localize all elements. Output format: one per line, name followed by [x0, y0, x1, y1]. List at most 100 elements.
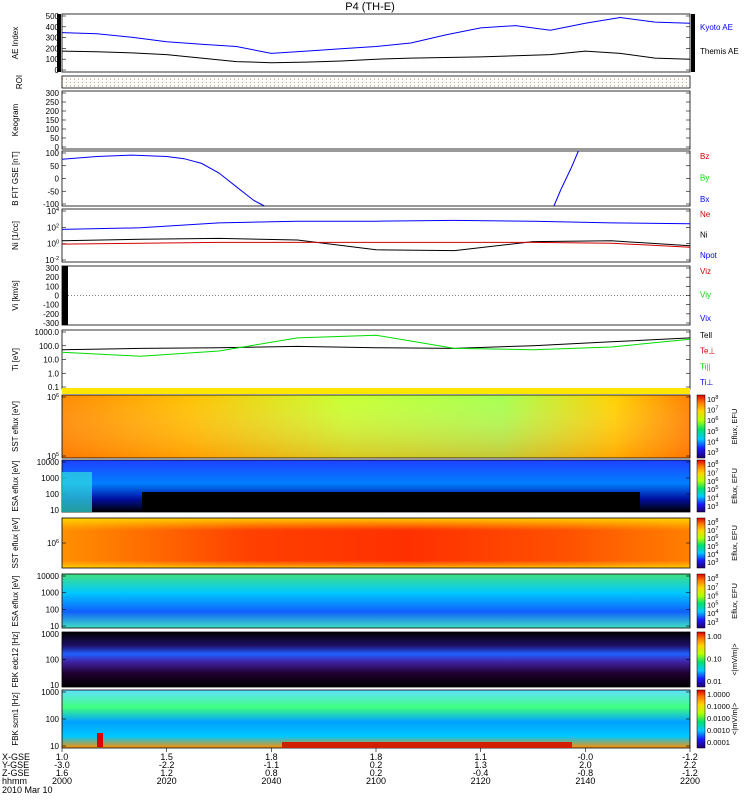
bfit-ytick-label: 0: [55, 175, 60, 184]
keogram-ylabel: Keogram: [11, 103, 20, 136]
vi-plot-area: [62, 266, 690, 325]
ni-ytick-label: 102: [47, 223, 59, 232]
fbk1-ylabel: FBK edc12 [Hz]: [11, 631, 20, 687]
sst1-cbar-tick: 106: [707, 416, 718, 425]
date-label: 2010 Mar 10: [2, 785, 53, 795]
time-axis-value-y: 0.2: [370, 760, 383, 770]
vi-legend-item: Vix: [700, 314, 711, 323]
ae-ytick-label: 500: [46, 12, 60, 21]
fbk2-ytick-label: 10: [50, 742, 59, 751]
time-axis-label-t: hhmm: [2, 776, 27, 786]
sst1-ytick-label: 105: [47, 452, 59, 461]
sst1-heatmap-shade: [62, 395, 690, 458]
time-axis-value-x: 1.8: [370, 752, 383, 762]
sst1-cbar-tick: 104: [707, 437, 718, 446]
roi-frame: [61, 75, 691, 89]
bfit-ytick-label: 100: [46, 149, 60, 158]
fbk1-cbar-tick: 0.10: [707, 655, 722, 664]
figure-title: P4 (TH-E): [345, 1, 395, 13]
ni-plot-area: [62, 209, 690, 262]
ti-ytick-label: 1000.0: [35, 328, 60, 337]
esa1-ytick-label: 100: [46, 490, 60, 499]
time-axis: X-GSE Y-GSE Z-GSE hhmm 2010 Mar 10 1.0-3…: [2, 748, 700, 795]
panel-fbk2: 1.0000 0.1000 0.0100 0.0010 0.0001<|mV/m|> 10…: [11, 688, 739, 751]
ti-series-line: [61, 334, 691, 357]
sst1-cbar-tick: 108: [707, 395, 718, 404]
ti-ylabel: Ti [eV]: [11, 348, 20, 371]
keogram-ytick-label: 50: [50, 134, 59, 143]
time-axis-value-y: -1.1: [264, 760, 280, 770]
sst2-colorbar: [696, 517, 706, 569]
ti-ytick-label: 100.0: [39, 342, 60, 351]
time-axis-value-z: -0.8: [578, 768, 594, 778]
vi-ytick-label: -300: [43, 319, 60, 328]
ti-legend-item: Ti⊥: [700, 378, 713, 387]
sst2-cbar-tick: 104: [707, 550, 718, 559]
time-axis-value-t: 2100: [366, 776, 386, 786]
sst2-cbar-tick: 103: [707, 558, 718, 567]
time-axis-value-y: -2.2: [159, 760, 175, 770]
bfit-ytick-label: -50: [47, 187, 59, 196]
ti-ytick-label: 1.0: [48, 369, 60, 378]
sst1-colorbar: [696, 394, 706, 459]
esa2-heatmap: [62, 574, 690, 628]
time-axis-value-t: 2000: [52, 776, 72, 786]
ae-ytick-label: 300: [46, 34, 60, 43]
time-axis-value-x: 1.0: [56, 752, 69, 762]
fbk1-ytick-label: 100: [46, 656, 60, 665]
ae-legend-item: Kyoto AE: [700, 23, 733, 32]
fbk2-cbar-tick: 0.0001: [707, 738, 730, 747]
bfit-ytick-label: -100: [43, 200, 60, 209]
ni-ytick-label: 10-2: [45, 256, 59, 265]
time-axis-value-x: 1.8: [265, 752, 278, 762]
sst1-cbar-tick: 103: [707, 448, 718, 457]
time-axis-value-x: 1.1: [474, 752, 487, 762]
esa2-ytick-label: 1000: [41, 589, 59, 598]
ti-ytick-label: 10.0: [43, 356, 59, 365]
keogram-ytick-label: 0: [55, 143, 60, 152]
ti-series-line: [61, 337, 691, 351]
ae-legend-item: Themis AE: [700, 47, 739, 56]
esa1-ytick-label: 10000: [37, 458, 60, 467]
time-axis-value-z: 0.2: [370, 768, 383, 778]
fbk2-cbar-tick: 0.0100: [707, 714, 730, 723]
esa1-ytick-label: 10: [50, 506, 59, 515]
vi-ytick-label: 200: [46, 273, 60, 282]
bfit-series-line: [553, 150, 579, 207]
vi-ytick-label: 100: [46, 282, 60, 291]
ni-legend-item: Npot: [700, 251, 718, 260]
esa2-cbar-tick: 107: [707, 583, 718, 592]
ae-series-line: [61, 50, 691, 64]
sst2-cbar-tick: 107: [707, 526, 718, 535]
panel-roi: ROI: [15, 75, 691, 89]
esa2-ytick-label: 10000: [37, 572, 60, 581]
ni-legend-item: Ni: [700, 231, 708, 240]
ni-ytick-label: 104: [47, 207, 59, 216]
ti-legend-item: Ti||: [700, 362, 711, 371]
bfit-legend-item: Bx: [700, 195, 709, 204]
esa1-ytick-label: 1000: [41, 474, 59, 483]
bfit-legend-item: By: [700, 174, 709, 183]
time-axis-value-x: 1.5: [160, 752, 173, 762]
vi-ylabel: Vi [km/s]: [11, 280, 20, 311]
time-axis-value-z: 0.8: [265, 768, 278, 778]
time-axis-label-y: Y-GSE: [2, 760, 29, 770]
bfit-legend-item: Bz: [700, 152, 709, 161]
fbk1-cbar-label: <|mV/m|>: [730, 643, 739, 676]
esa1-cbar-tick: 104: [707, 494, 718, 503]
vi-ytick-label: 300: [46, 264, 60, 273]
sst1-ylabel: SST eflux [eV]: [11, 401, 20, 452]
ni-series-line: [61, 237, 691, 252]
esa2-cbar-tick: 108: [707, 574, 718, 583]
esa1-cbar-tick: 107: [707, 468, 718, 477]
bfit-ylabel: B FIT GSE [nT]: [11, 151, 20, 206]
panel-fbk1: 1.00 0.10 0.01 <|mV/m|> 1000 100 10 FBK edc12 […: [11, 630, 739, 690]
ni-legend-item: Ne: [700, 210, 711, 219]
keogram-ytick-label: 100: [46, 125, 60, 134]
sst1-frame: [61, 394, 691, 459]
